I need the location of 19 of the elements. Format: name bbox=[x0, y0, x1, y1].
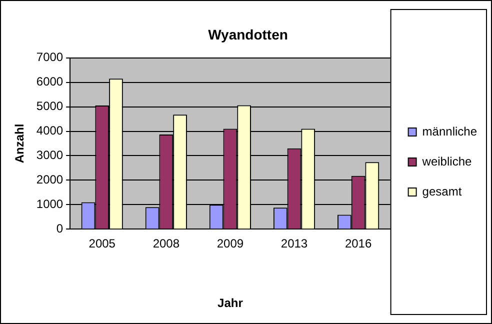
y-tick-label: 3000 bbox=[36, 148, 64, 162]
legend-label: gesamt bbox=[422, 184, 462, 198]
y-tick-label: 6000 bbox=[36, 74, 64, 89]
legend-label: männliche bbox=[422, 124, 478, 138]
x-tick-label: 2005 bbox=[88, 236, 116, 251]
y-tick-label: 0 bbox=[56, 222, 64, 236]
x-tick-label: 2009 bbox=[216, 236, 244, 251]
y-tick-label: 5000 bbox=[36, 99, 64, 114]
y-tick-label: 1000 bbox=[36, 197, 64, 212]
y-tick-label: 4000 bbox=[36, 124, 64, 138]
legend-label: weibliche bbox=[421, 154, 472, 168]
y-tick-label: 7000 bbox=[36, 50, 64, 64]
y-axis-title: Anzahl bbox=[12, 124, 27, 164]
x-tick-label: 2016 bbox=[344, 236, 372, 251]
x-tick-label: 2008 bbox=[152, 236, 180, 251]
x-axis-title: Jahr bbox=[218, 296, 244, 310]
x-tick-label: 2013 bbox=[280, 236, 308, 251]
y-tick-label: 2000 bbox=[36, 172, 64, 187]
chart-title: Wyandotten bbox=[208, 26, 288, 42]
